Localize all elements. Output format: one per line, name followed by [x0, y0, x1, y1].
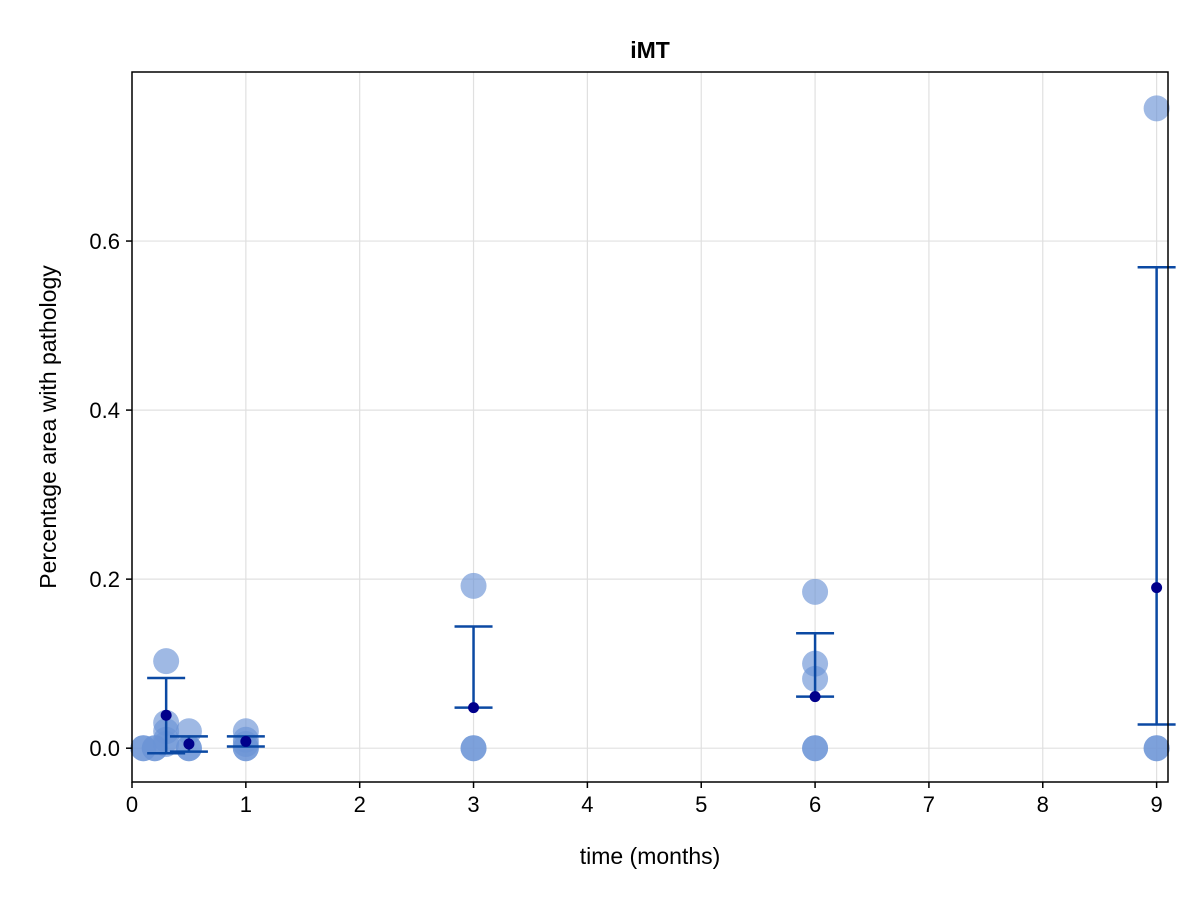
mean-marker — [468, 702, 480, 714]
mean-markers — [160, 582, 1163, 750]
axis-ticks: 0 1 2 3 4 5 6 7 8 9 0.0 0.2 0.4 0.6 — [89, 229, 1162, 817]
mean-marker — [240, 735, 252, 747]
data-point — [802, 735, 829, 762]
x-axis-title: time (months) — [580, 843, 721, 869]
individual-points — [130, 95, 1170, 762]
x-tick-label: 7 — [923, 792, 935, 817]
x-tick-label: 8 — [1037, 792, 1049, 817]
mean-marker — [160, 709, 172, 721]
mean-marker — [183, 738, 195, 750]
error-bars — [147, 266, 1176, 755]
x-tick-label: 4 — [581, 792, 593, 817]
mean-marker — [809, 691, 821, 703]
data-point — [232, 735, 259, 762]
y-tick-label: 0.4 — [89, 398, 120, 423]
x-tick-label: 1 — [240, 792, 252, 817]
y-tick-label: 0.0 — [89, 736, 120, 761]
x-tick-label: 2 — [354, 792, 366, 817]
x-tick-label: 5 — [695, 792, 707, 817]
plot-frame — [131, 71, 1169, 783]
y-axis-title: Percentage area with pathology — [35, 265, 61, 589]
data-point — [153, 648, 180, 675]
data-point — [802, 578, 829, 605]
x-tick-label: 0 — [126, 792, 138, 817]
y-tick-label: 0.2 — [89, 567, 120, 592]
data-point — [460, 572, 487, 599]
grid-lines — [131, 72, 1168, 782]
mean-marker — [1151, 582, 1163, 594]
x-tick-label: 9 — [1150, 792, 1162, 817]
data-point — [460, 735, 487, 762]
data-point — [1143, 95, 1170, 122]
y-tick-label: 0.6 — [89, 229, 120, 254]
x-tick-label: 3 — [467, 792, 479, 817]
chart-title: iMT — [630, 37, 670, 63]
x-tick-label: 6 — [809, 792, 821, 817]
data-point — [1143, 735, 1170, 762]
